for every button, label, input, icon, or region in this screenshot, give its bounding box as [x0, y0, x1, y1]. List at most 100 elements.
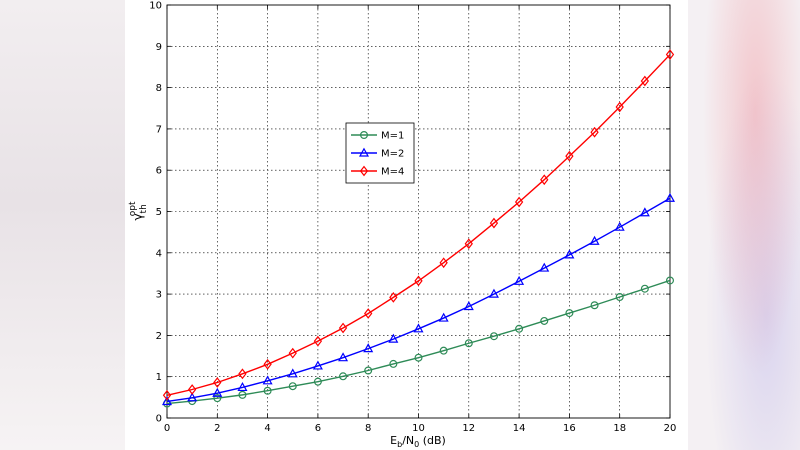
data-point — [161, 396, 173, 406]
data-point — [413, 323, 424, 333]
y-tick-label: 0 — [156, 414, 162, 425]
data-point — [312, 360, 323, 370]
legend-marker — [358, 147, 370, 157]
data-point — [640, 284, 649, 293]
x-axis-label-tail: (dB) — [419, 434, 446, 447]
data-point — [664, 192, 676, 202]
data-point — [439, 257, 448, 269]
data-point — [590, 126, 599, 138]
data-point — [463, 301, 474, 311]
legend-label: M=4 — [381, 167, 404, 178]
data-point — [665, 49, 675, 60]
legend-item: M=4 — [351, 165, 404, 178]
data-point — [564, 249, 575, 259]
data-point — [514, 275, 525, 285]
x-tick-label: 20 — [664, 423, 677, 434]
data-point — [615, 101, 624, 113]
y-tick-label: 2 — [156, 331, 162, 342]
data-point — [464, 238, 473, 250]
data-point — [565, 150, 574, 162]
data-point — [489, 332, 498, 341]
y-axis-label: γthopt — [128, 201, 149, 221]
x-tick-label: 16 — [563, 423, 576, 434]
x-tick-label: 2 — [214, 423, 220, 434]
data-point — [540, 316, 549, 325]
x-axis-label-sub2: 0 — [414, 440, 419, 449]
data-point — [237, 382, 248, 392]
data-point — [565, 309, 574, 318]
data-point — [313, 377, 322, 386]
data-point — [640, 75, 650, 87]
data-point — [389, 292, 398, 303]
x-axis-label-sub1: b — [397, 440, 402, 449]
x-tick-label: 6 — [315, 423, 321, 434]
legend: M=1 M=2 M=4 — [345, 122, 415, 184]
data-point — [364, 366, 373, 375]
data-point — [187, 384, 197, 395]
data-point — [288, 382, 297, 391]
series-line — [166, 279, 671, 405]
data-point — [313, 335, 323, 347]
y-tick-label: 10 — [149, 1, 162, 12]
data-point — [263, 386, 272, 395]
series-group — [161, 49, 676, 408]
y-tick-label: 6 — [156, 166, 162, 177]
data-point — [438, 312, 449, 322]
y-tick-label: 8 — [156, 83, 162, 94]
legend-label: M=1 — [381, 131, 404, 142]
data-point — [514, 196, 524, 208]
data-point — [539, 262, 550, 272]
data-point — [540, 174, 549, 186]
y-tick-label: 7 — [156, 124, 162, 135]
x-tick-label: 18 — [613, 423, 626, 434]
data-point — [515, 324, 524, 333]
y-axis-label-main: γ — [131, 213, 145, 220]
data-point — [212, 387, 223, 397]
x-tick-label: 4 — [264, 423, 270, 434]
y-tick-label: 4 — [156, 248, 162, 259]
data-point — [213, 377, 222, 388]
y-axis-label-sup: opt — [128, 201, 138, 216]
data-point — [338, 352, 349, 362]
data-point — [590, 301, 599, 310]
data-point — [187, 392, 198, 402]
y-tick-label: 1 — [156, 372, 162, 383]
data-point — [339, 372, 348, 381]
x-tick-label: 14 — [513, 423, 526, 434]
grid — [167, 5, 670, 418]
plot-area — [167, 5, 670, 418]
data-point — [665, 276, 674, 285]
x-axis-label: Eb/N0 (dB) — [390, 434, 446, 449]
data-point — [639, 207, 650, 217]
data-point — [338, 322, 348, 334]
series-m2 — [161, 192, 676, 406]
svg-text:γthopt: γthopt — [128, 201, 149, 221]
data-point — [364, 308, 373, 319]
y-tick-label: 9 — [156, 42, 162, 53]
data-point — [263, 358, 272, 370]
data-point — [589, 235, 600, 245]
legend-label: M=2 — [381, 149, 404, 160]
data-point — [389, 359, 398, 368]
data-point — [162, 389, 172, 401]
legend-item: M=1 — [351, 131, 404, 142]
data-point — [489, 217, 499, 229]
data-point — [439, 346, 448, 355]
legend-marker — [359, 165, 369, 177]
data-point — [363, 343, 374, 353]
background-panel-left — [0, 0, 125, 450]
data-point — [615, 292, 624, 301]
x-tick-label: 10 — [412, 423, 425, 434]
background-panel-right — [688, 0, 800, 450]
x-axis-label-main: E — [390, 434, 397, 447]
data-point — [238, 368, 247, 380]
x-tick-label: 8 — [365, 423, 371, 434]
y-tick-label: 3 — [156, 290, 162, 301]
x-tick-label: 0 — [164, 423, 170, 434]
y-tick-label: 5 — [156, 207, 162, 218]
data-point — [238, 390, 247, 399]
data-point — [464, 339, 473, 348]
legend-marker — [360, 131, 369, 140]
data-point — [414, 353, 423, 362]
data-point — [262, 375, 273, 385]
